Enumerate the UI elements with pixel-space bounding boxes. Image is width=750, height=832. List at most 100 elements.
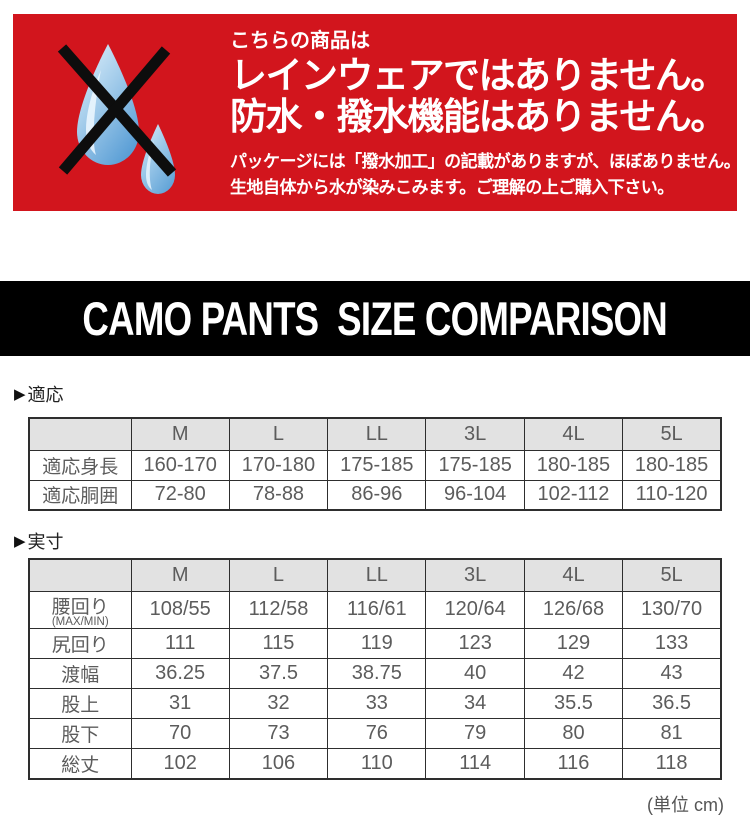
row-sublabel: (MAX/MIN) bbox=[51, 615, 109, 628]
value-cell: 32 bbox=[228, 688, 329, 719]
value-cell: 38.75 bbox=[327, 658, 427, 689]
table-row: 適応胴囲 72-80 78-88 86-96 96-104 102-112 110-120 bbox=[28, 479, 722, 511]
row-label: 適応胴囲 bbox=[28, 479, 132, 511]
row-label: 腰回り (MAX/MIN) bbox=[28, 590, 132, 629]
page-title: CAMO PANTS SIZE COMPARISON bbox=[82, 292, 668, 345]
table-header-row: M L LL 3L 4L 5L bbox=[28, 417, 722, 451]
value-cell: 102 bbox=[130, 748, 230, 779]
value-cell: 112/58 bbox=[228, 590, 329, 629]
size-column-header: LL bbox=[327, 417, 427, 451]
actual-size-table: M L LL 3L 4L 5L 腰回り (MAX/MIN) 108/55 112/58 116/61… bbox=[28, 558, 722, 780]
table-row: 腰回り (MAX/MIN) 108/55 112/58 116/61 120/64 126/… bbox=[28, 590, 722, 629]
value-cell: 175-185 bbox=[327, 449, 427, 481]
value-cell: 33 bbox=[327, 688, 427, 719]
value-cell: 43 bbox=[622, 658, 722, 689]
value-cell: 35.5 bbox=[523, 688, 624, 719]
value-cell: 79 bbox=[425, 718, 525, 749]
warning-intro: こちらの商品は bbox=[230, 30, 370, 52]
size-column-header: 4L bbox=[523, 558, 624, 592]
table-row: 総丈 102 106 110 114 116 118 bbox=[28, 748, 722, 779]
value-cell: 114 bbox=[425, 748, 525, 779]
value-cell: 118 bbox=[622, 748, 722, 779]
value-cell: 123 bbox=[425, 628, 525, 659]
size-column-header: M bbox=[130, 558, 230, 592]
value-cell: 86-96 bbox=[327, 479, 427, 511]
value-cell: 116/61 bbox=[327, 590, 427, 629]
value-cell: 175-185 bbox=[425, 449, 525, 481]
value-cell: 72-80 bbox=[130, 479, 230, 511]
value-cell: 36.25 bbox=[130, 658, 230, 689]
size-column-header: 5L bbox=[622, 417, 722, 451]
section-label-fit: ▶ 適応 bbox=[14, 381, 64, 407]
value-cell: 180-185 bbox=[523, 449, 624, 481]
table-row: 適応身長 160-170 170-180 175-185 175-185 180-185 1… bbox=[28, 449, 722, 481]
value-cell: 108/55 bbox=[130, 590, 230, 629]
value-cell: 115 bbox=[228, 628, 329, 659]
value-cell: 130/70 bbox=[622, 590, 722, 629]
row-label: 股下 bbox=[28, 718, 132, 749]
row-label: 総丈 bbox=[28, 748, 132, 779]
table-row: 股上 31 32 33 34 35.5 36.5 bbox=[28, 688, 722, 719]
value-cell: 40 bbox=[425, 658, 525, 689]
value-cell: 180-185 bbox=[622, 449, 722, 481]
value-cell: 126/68 bbox=[523, 590, 624, 629]
warning-notes: パッケージには「撥水加工」の記載がありますが、ほぼありません。 生地自体から水が… bbox=[230, 149, 741, 200]
row-label: 尻回り bbox=[28, 628, 132, 659]
value-cell: 160-170 bbox=[130, 449, 230, 481]
table-row: 渡幅 36.25 37.5 38.75 40 42 43 bbox=[28, 658, 722, 689]
size-column-header: 5L bbox=[622, 558, 722, 592]
warning-banner: こちらの商品は レインウェアではありません。 防水・撥水機能はありません。 パッ… bbox=[13, 14, 741, 211]
value-cell: 110-120 bbox=[622, 479, 722, 511]
size-column-header: L bbox=[228, 417, 329, 451]
value-cell: 102-112 bbox=[523, 479, 624, 511]
row-label: 股上 bbox=[28, 688, 132, 719]
size-column-header: LL bbox=[327, 558, 427, 592]
value-cell: 111 bbox=[130, 628, 230, 659]
value-cell: 110 bbox=[327, 748, 427, 779]
value-cell: 34 bbox=[425, 688, 525, 719]
unit-note: (単位 cm) bbox=[647, 795, 724, 815]
row-label: 適応身長 bbox=[28, 449, 132, 481]
value-cell: 120/64 bbox=[425, 590, 525, 629]
value-cell: 119 bbox=[327, 628, 427, 659]
value-cell: 76 bbox=[327, 718, 427, 749]
corner-cell bbox=[28, 417, 132, 451]
value-cell: 73 bbox=[228, 718, 329, 749]
value-cell: 129 bbox=[523, 628, 624, 659]
section-label-actual: ▶ 実寸 bbox=[14, 528, 64, 554]
size-column-header: L bbox=[228, 558, 329, 592]
triangle-marker-icon: ▶ bbox=[14, 533, 26, 550]
size-column-header: M bbox=[130, 417, 230, 451]
section-label-actual-text: 実寸 bbox=[27, 532, 64, 552]
value-cell: 31 bbox=[130, 688, 230, 719]
triangle-marker-icon: ▶ bbox=[14, 386, 26, 403]
warning-headline-line1: レインウェアではありません。 bbox=[230, 55, 727, 96]
table-row: 尻回り 111 115 119 123 129 133 bbox=[28, 628, 722, 659]
value-cell: 80 bbox=[523, 718, 624, 749]
value-cell: 170-180 bbox=[228, 449, 329, 481]
size-column-header: 3L bbox=[425, 417, 525, 451]
value-cell: 78-88 bbox=[228, 479, 329, 511]
warning-note-line1: パッケージには「撥水加工」の記載がありますが、ほぼありません。 bbox=[230, 152, 741, 172]
no-water-drops-icon bbox=[57, 44, 177, 194]
value-cell: 106 bbox=[228, 748, 329, 779]
value-cell: 116 bbox=[523, 748, 624, 779]
value-cell: 70 bbox=[130, 718, 230, 749]
value-cell: 42 bbox=[523, 658, 624, 689]
value-cell: 96-104 bbox=[425, 479, 525, 511]
table-row: 股下 70 73 76 79 80 81 bbox=[28, 718, 722, 749]
row-label: 渡幅 bbox=[28, 658, 132, 689]
warning-text-block: こちらの商品は レインウェアではありません。 防水・撥水機能はありません。 パッ… bbox=[230, 29, 741, 200]
value-cell: 36.5 bbox=[622, 688, 722, 719]
value-cell: 133 bbox=[622, 628, 722, 659]
value-cell: 37.5 bbox=[228, 658, 329, 689]
warning-note-line2: 生地自体から水が染みこみます。ご理解の上ご購入下さい。 bbox=[230, 177, 674, 197]
value-cell: 81 bbox=[622, 718, 722, 749]
table-header-row: M L LL 3L 4L 5L bbox=[28, 558, 722, 592]
section-label-fit-text: 適応 bbox=[27, 385, 64, 405]
size-column-header: 4L bbox=[523, 417, 624, 451]
title-banner: CAMO PANTS SIZE COMPARISON bbox=[0, 281, 750, 356]
corner-cell bbox=[28, 558, 132, 592]
fit-size-table: M L LL 3L 4L 5L 適応身長 160-170 170-180 175-185 175-1… bbox=[28, 417, 722, 511]
